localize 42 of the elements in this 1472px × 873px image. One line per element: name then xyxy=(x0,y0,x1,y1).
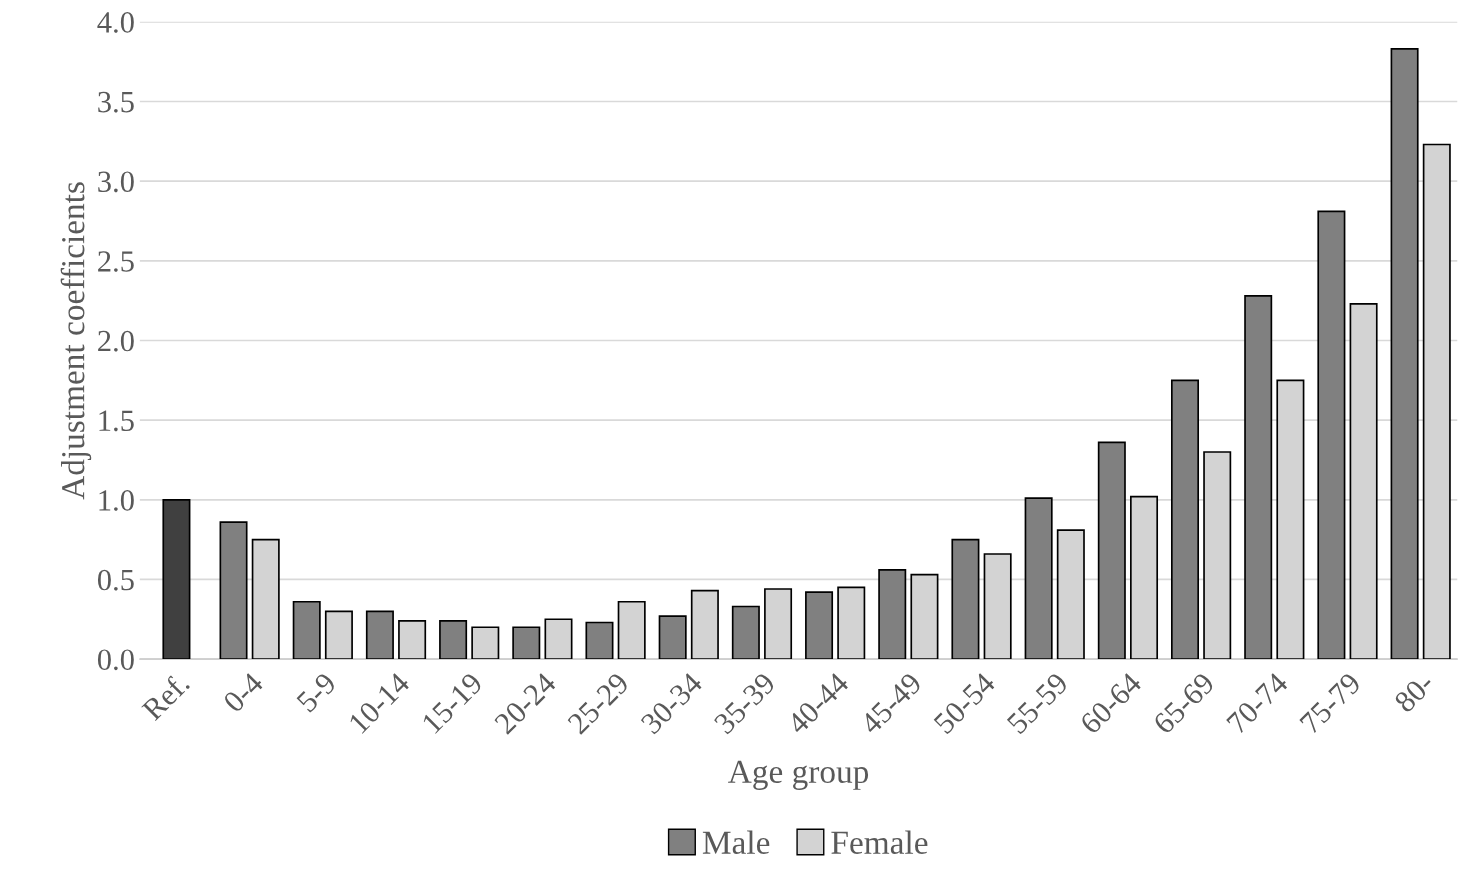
legend-label: Male xyxy=(702,830,770,854)
bar xyxy=(544,618,573,660)
bar xyxy=(1170,379,1200,660)
x-tick-label: 80- xyxy=(1393,671,1436,714)
bar xyxy=(690,589,719,660)
y-tick-label: 0.0 xyxy=(97,649,134,671)
bar xyxy=(398,620,427,660)
bar xyxy=(764,588,793,660)
bar xyxy=(951,538,980,660)
bar xyxy=(837,586,866,660)
y-tick-label: 3.0 xyxy=(98,171,134,193)
bar xyxy=(219,521,248,660)
bar xyxy=(805,591,834,660)
y-tick-label: 2.0 xyxy=(98,330,134,352)
bar xyxy=(439,620,468,660)
bar xyxy=(324,610,353,660)
y-tick-label: 1.5 xyxy=(99,410,134,432)
bar xyxy=(1390,48,1419,660)
x-tick-label: 5-9 xyxy=(295,671,338,713)
bar xyxy=(878,569,907,660)
bar xyxy=(365,610,394,660)
bar xyxy=(658,615,687,660)
bar xyxy=(1024,497,1053,660)
bar xyxy=(617,600,646,660)
bar xyxy=(512,626,541,660)
bar xyxy=(471,626,500,660)
bar xyxy=(292,600,321,660)
y-tick-label: 3.5 xyxy=(98,91,134,113)
y-axis-title: Adjustment coefficients xyxy=(60,182,92,500)
y-tick-label: 2.5 xyxy=(98,251,134,272)
bar xyxy=(1244,295,1273,660)
y-tick-label: 0.5 xyxy=(97,569,134,591)
bar xyxy=(1317,210,1346,660)
x-axis-title: Age group xyxy=(728,760,869,790)
y-tick-label: 4.0 xyxy=(97,12,134,33)
x-tick-label: Ref. xyxy=(140,671,191,722)
y-tick-label: 1.0 xyxy=(99,490,134,511)
legend-label: Female xyxy=(831,830,928,854)
bar xyxy=(731,605,760,660)
bar xyxy=(1097,441,1126,660)
bar xyxy=(585,621,614,660)
x-tick-label: 0-4 xyxy=(222,671,265,714)
